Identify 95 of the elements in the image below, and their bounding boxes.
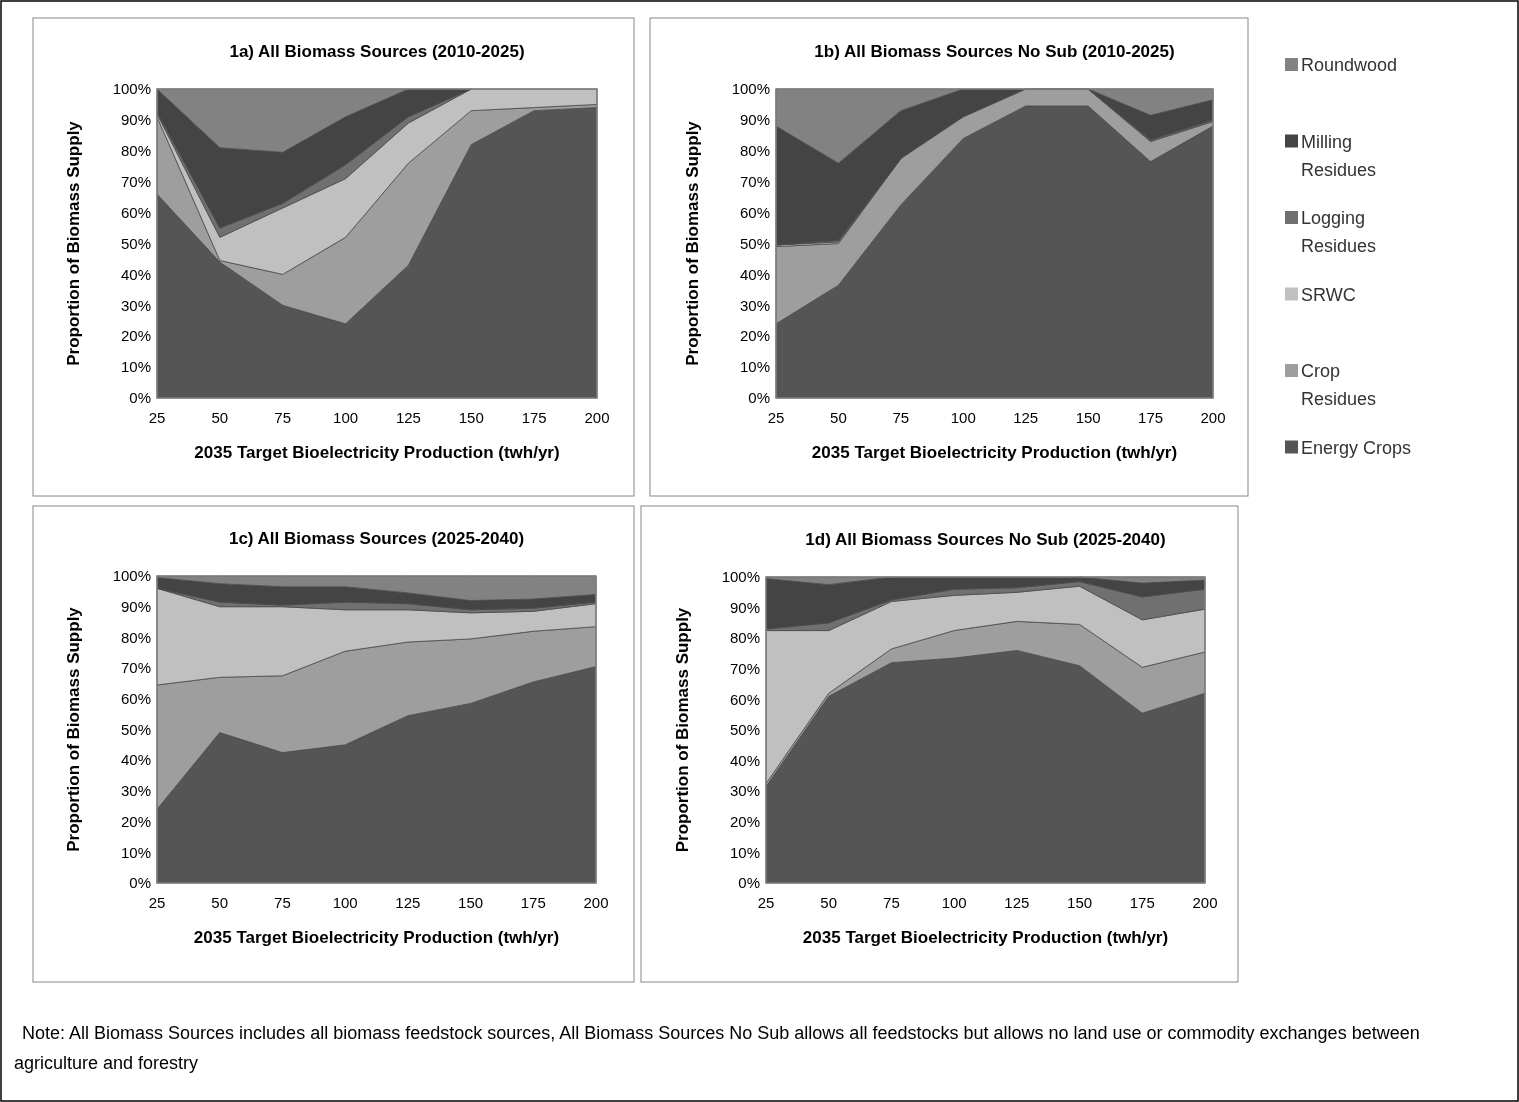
x-tick-label: 75 xyxy=(274,409,292,427)
legend-label: Crop Residues xyxy=(1301,361,1377,410)
y-tick-label: 30% xyxy=(120,782,151,800)
y-tick-label: 80% xyxy=(120,628,151,646)
chart-title: 1b) All Biomass Sources No Sub (2010-2025) xyxy=(814,42,1175,61)
y-axis-title: Proportion of Biomass Supply xyxy=(64,606,83,852)
y-axis-title: Proportion of Biomass Supply xyxy=(683,120,702,366)
y-tick-label: 70% xyxy=(120,172,151,190)
y-tick-label: 50% xyxy=(729,721,760,739)
y-tick-label: 60% xyxy=(739,203,770,221)
x-tick-label: 150 xyxy=(458,409,484,427)
y-tick-label: 60% xyxy=(120,203,151,221)
y-tick-label: 0% xyxy=(129,389,151,407)
x-tick-label: 200 xyxy=(1192,894,1218,912)
y-tick-label: 10% xyxy=(739,358,770,376)
y-tick-label: 20% xyxy=(120,327,151,345)
y-tick-label: 50% xyxy=(120,234,151,252)
y-tick-label: 10% xyxy=(120,843,151,861)
x-tick-label: 100 xyxy=(333,409,359,427)
x-tick-label: 175 xyxy=(1129,894,1155,912)
y-tick-label: 30% xyxy=(120,296,151,314)
x-tick-label: 50 xyxy=(211,894,229,912)
y-tick-label: 100% xyxy=(112,80,151,98)
legend-label: SRWC xyxy=(1301,284,1356,305)
y-tick-label: 50% xyxy=(120,720,151,738)
y-tick-label: 70% xyxy=(739,172,770,190)
y-tick-label: 50% xyxy=(739,234,770,252)
x-tick-label: 50 xyxy=(211,409,229,427)
x-axis-title: 2035 Target Bioelectricity Production (twh/yr) xyxy=(802,928,1169,947)
y-tick-label: 20% xyxy=(729,813,760,831)
y-tick-label: 60% xyxy=(120,690,151,708)
y-tick-label: 90% xyxy=(120,597,151,615)
x-tick-label: 50 xyxy=(830,409,847,427)
x-tick-label: 150 xyxy=(1075,409,1101,427)
y-axis-title: Proportion of Biomass Supply xyxy=(673,607,692,853)
x-tick-label: 200 xyxy=(584,409,610,427)
x-tick-label: 175 xyxy=(1138,409,1164,427)
y-tick-label: 80% xyxy=(120,142,151,160)
y-tick-label: 70% xyxy=(120,659,151,677)
x-tick-label: 200 xyxy=(583,894,609,912)
y-tick-label: 90% xyxy=(739,111,770,129)
chart-title: 1c) All Biomass Sources (2025-2040) xyxy=(228,529,525,548)
x-tick-label: 100 xyxy=(941,894,967,912)
y-tick-label: 80% xyxy=(739,142,770,160)
y-tick-label: 10% xyxy=(729,843,760,861)
x-tick-label: 75 xyxy=(883,894,900,912)
x-tick-label: 75 xyxy=(274,894,291,912)
x-tick-label: 25 xyxy=(148,894,166,912)
y-tick-label: 0% xyxy=(738,874,760,892)
y-tick-label: 40% xyxy=(120,751,151,769)
x-tick-label: 175 xyxy=(521,409,547,427)
x-tick-label: 125 xyxy=(395,894,421,912)
x-tick-label: 25 xyxy=(767,409,785,427)
legend-label: Milling Residues xyxy=(1301,131,1377,180)
y-tick-label: 40% xyxy=(739,265,770,283)
chart-title: 1d) All Biomass Sources No Sub (2025-2040) xyxy=(805,530,1166,549)
y-tick-label: 30% xyxy=(729,782,760,800)
x-tick-label: 100 xyxy=(332,894,358,912)
x-tick-label: 125 xyxy=(395,409,421,427)
y-tick-label: 10% xyxy=(120,358,151,376)
x-tick-label: 200 xyxy=(1200,409,1226,427)
chart-title: 1a) All Biomass Sources (2010-2025) xyxy=(229,42,525,61)
x-tick-label: 50 xyxy=(820,894,838,912)
y-tick-label: 100% xyxy=(112,567,151,585)
x-tick-label: 125 xyxy=(1013,409,1039,427)
y-tick-label: 30% xyxy=(739,296,770,314)
y-tick-label: 80% xyxy=(729,629,760,647)
y-tick-label: 70% xyxy=(729,660,760,678)
legend-label: Energy Crops xyxy=(1301,437,1412,458)
y-tick-label: 20% xyxy=(120,812,151,830)
x-axis-title: 2035 Target Bioelectricity Production (twh/yr) xyxy=(811,443,1178,462)
y-tick-label: 20% xyxy=(739,327,770,345)
x-tick-label: 25 xyxy=(757,894,775,912)
x-axis-title: 2035 Target Bioelectricity Production (twh/yr) xyxy=(193,928,560,947)
legend-label: Roundwood xyxy=(1301,55,1398,76)
y-tick-label: 40% xyxy=(120,265,151,283)
x-tick-label: 100 xyxy=(950,409,976,427)
x-tick-label: 150 xyxy=(1067,894,1093,912)
x-tick-label: 25 xyxy=(148,409,166,427)
x-axis-title: 2035 Target Bioelectricity Production (twh/yr) xyxy=(194,443,560,462)
x-tick-label: 175 xyxy=(520,894,546,912)
y-tick-label: 0% xyxy=(129,874,151,892)
x-tick-label: 125 xyxy=(1004,894,1030,912)
x-tick-label: 75 xyxy=(892,409,910,427)
y-tick-label: 100% xyxy=(721,568,760,586)
legend-label: Logging Residues xyxy=(1301,208,1377,257)
y-tick-label: 100% xyxy=(731,80,770,98)
y-tick-label: 0% xyxy=(748,389,770,407)
y-tick-label: 90% xyxy=(120,111,151,129)
y-tick-label: 90% xyxy=(729,598,760,616)
y-tick-label: 60% xyxy=(729,690,760,708)
x-tick-label: 150 xyxy=(458,894,484,912)
y-tick-label: 40% xyxy=(729,751,760,769)
y-axis-title: Proportion of Biomass Supply xyxy=(64,120,83,366)
text: Note: All Biomass Sources includes all biomass feedstock sources, All Biomass Sources No Sub allows all feedstocks but allows no land use or commodity exchanges between agriculture and forestry xyxy=(14,1023,1420,1074)
